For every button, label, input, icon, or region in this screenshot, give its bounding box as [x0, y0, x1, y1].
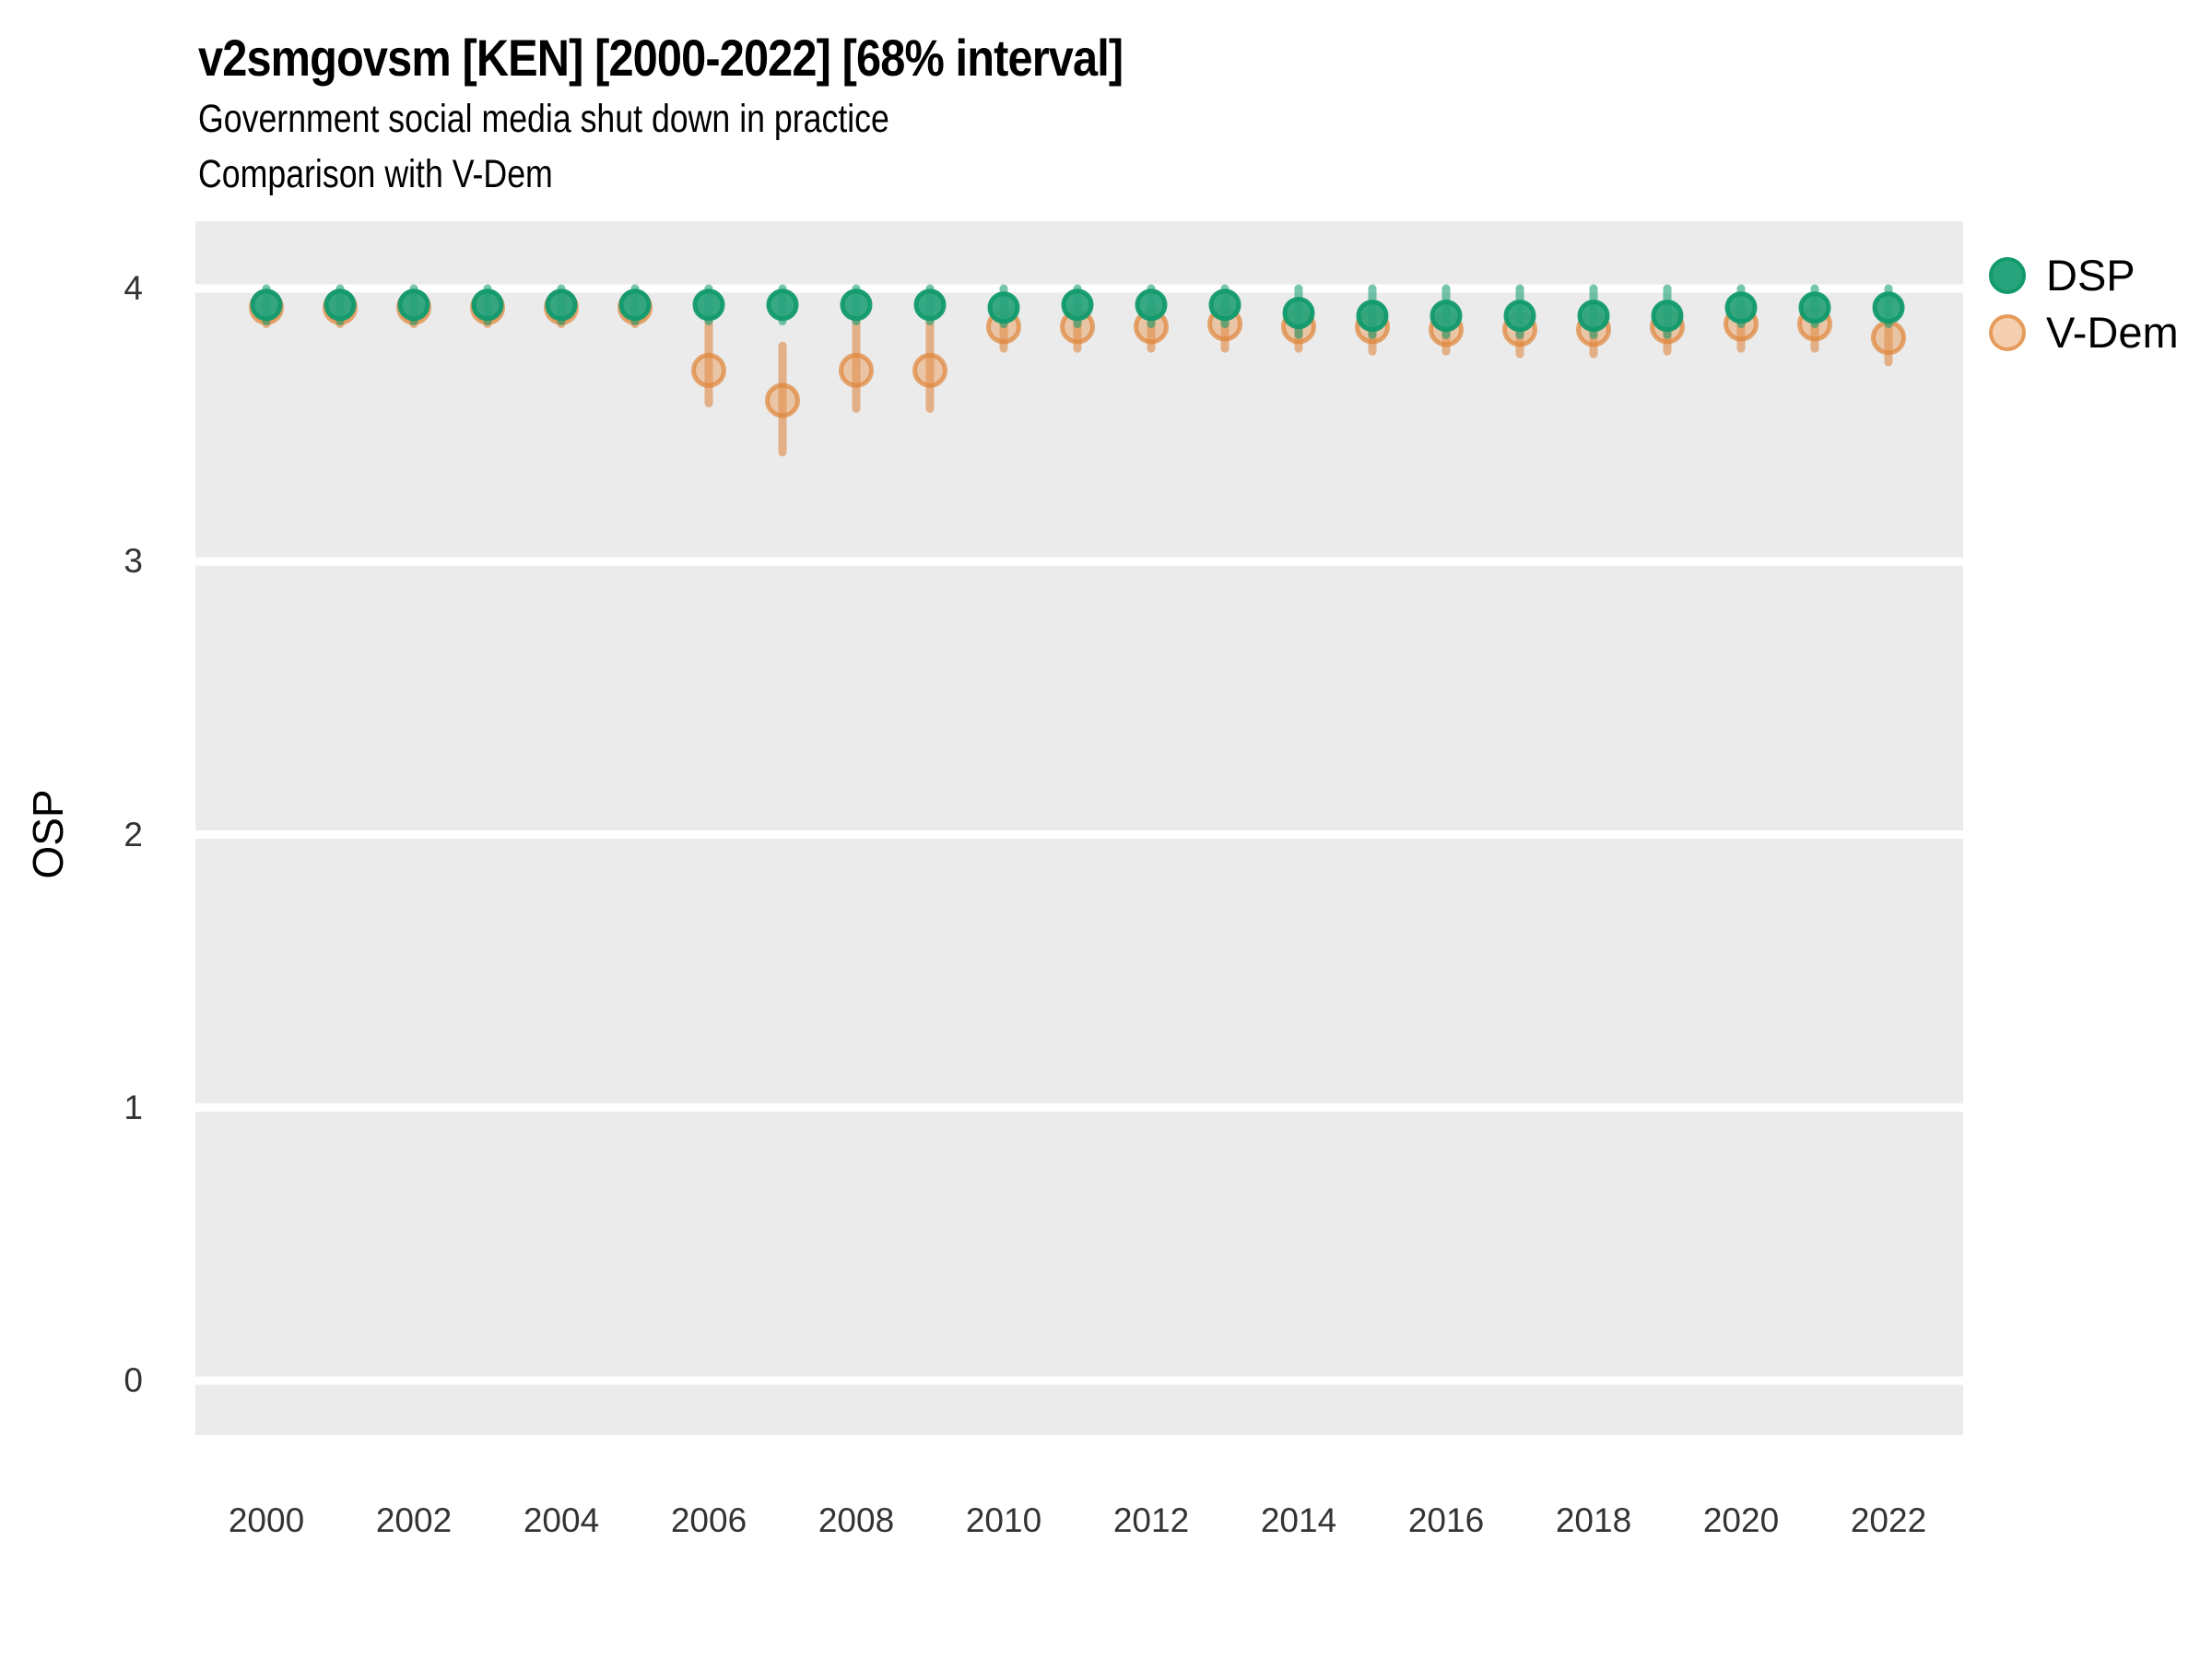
dsp-point-2014 [1282, 297, 1315, 330]
legend-entry-vdem: V-Dem [1989, 304, 2179, 361]
y-tick-label-4: 4 [124, 269, 143, 307]
x-tick-label-2012: 2012 [1112, 1501, 1190, 1539]
dsp-point-2005 [618, 288, 652, 322]
legend: DSP V-Dem [1989, 247, 2179, 361]
dsp-point-2003 [471, 288, 504, 322]
dsp-point-2015 [1356, 300, 1389, 333]
plot-svg [195, 221, 1963, 1435]
dsp-point-2022 [1872, 291, 1905, 324]
x-tick-label-2016: 2016 [1407, 1501, 1485, 1539]
dsp-point-2010 [987, 291, 1020, 324]
vdem-legend-swatch-icon [1989, 314, 2026, 351]
x-tick-label-2008: 2008 [818, 1501, 895, 1539]
gridline-y-1 [195, 1103, 1963, 1112]
vdem-point-2006 [691, 352, 726, 388]
x-tick-label-2004: 2004 [523, 1501, 600, 1539]
dsp-point-2002 [397, 288, 430, 322]
x-tick-label-2018: 2018 [1555, 1501, 1632, 1539]
dsp-point-2021 [1798, 291, 1831, 324]
dsp-point-2004 [545, 288, 578, 322]
dsp-point-2009 [913, 288, 947, 322]
gridline-y-0 [195, 1376, 1963, 1385]
x-tick-label-2020: 2020 [1702, 1501, 1780, 1539]
legend-entry-dsp: DSP [1989, 247, 2179, 304]
dsp-point-2001 [324, 288, 357, 322]
vdem-point-2007 [765, 382, 800, 418]
legend-label-vdem: V-Dem [2046, 308, 2179, 357]
gridline-y-3 [195, 557, 1963, 566]
y-tick-label-2: 2 [124, 815, 143, 853]
chart-subtitle-comparison: Comparison with V-Dem [198, 152, 553, 196]
vdem-point-2009 [912, 352, 947, 388]
legend-label-dsp: DSP [2046, 251, 2136, 300]
x-tick-label-2006: 2006 [670, 1501, 747, 1539]
dsp-point-2017 [1503, 300, 1536, 333]
x-tick-label-2014: 2014 [1260, 1501, 1337, 1539]
x-tick-label-2002: 2002 [375, 1501, 453, 1539]
y-tick-label-1: 1 [124, 1088, 143, 1126]
dsp-legend-swatch-icon [1989, 257, 2026, 294]
x-tick-label-2000: 2000 [228, 1501, 305, 1539]
chart-subtitle: Government social media shut down in pra… [198, 97, 889, 141]
dsp-point-2011 [1061, 288, 1094, 322]
dsp-point-2020 [1724, 291, 1758, 324]
dsp-point-2012 [1135, 288, 1168, 322]
vdem-point-2008 [839, 352, 874, 388]
panel-background [195, 221, 1963, 1435]
x-tick-label-2022: 2022 [1850, 1501, 1927, 1539]
dsp-point-2008 [840, 288, 873, 322]
dsp-point-2013 [1208, 288, 1241, 322]
dsp-point-2018 [1577, 300, 1610, 333]
plot-panel [195, 221, 1963, 1440]
x-tick-label-2010: 2010 [965, 1501, 1042, 1539]
dsp-point-2019 [1651, 300, 1684, 333]
chart-title: v2smgovsm [KEN] [2000-2022] [68% interva… [198, 29, 1124, 87]
dsp-point-2000 [250, 288, 283, 322]
dsp-point-2007 [766, 288, 799, 322]
dsp-point-2006 [692, 288, 725, 322]
gridline-y-2 [195, 830, 1963, 839]
dsp-point-2016 [1430, 300, 1463, 333]
y-tick-label-0: 0 [124, 1361, 143, 1399]
y-tick-label-3: 3 [124, 542, 143, 581]
